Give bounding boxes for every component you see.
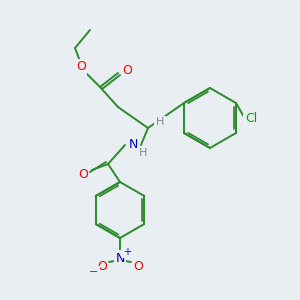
Text: Cl: Cl [245,112,257,125]
Text: O: O [97,260,107,272]
Text: H: H [139,148,147,158]
Text: N: N [115,251,125,265]
Text: O: O [78,167,88,181]
Text: N: N [128,139,138,152]
Text: O: O [133,260,143,272]
Text: O: O [76,61,86,74]
Text: H: H [156,117,164,127]
Text: O: O [122,64,132,77]
Text: +: + [123,247,131,257]
Text: −: − [89,267,99,277]
